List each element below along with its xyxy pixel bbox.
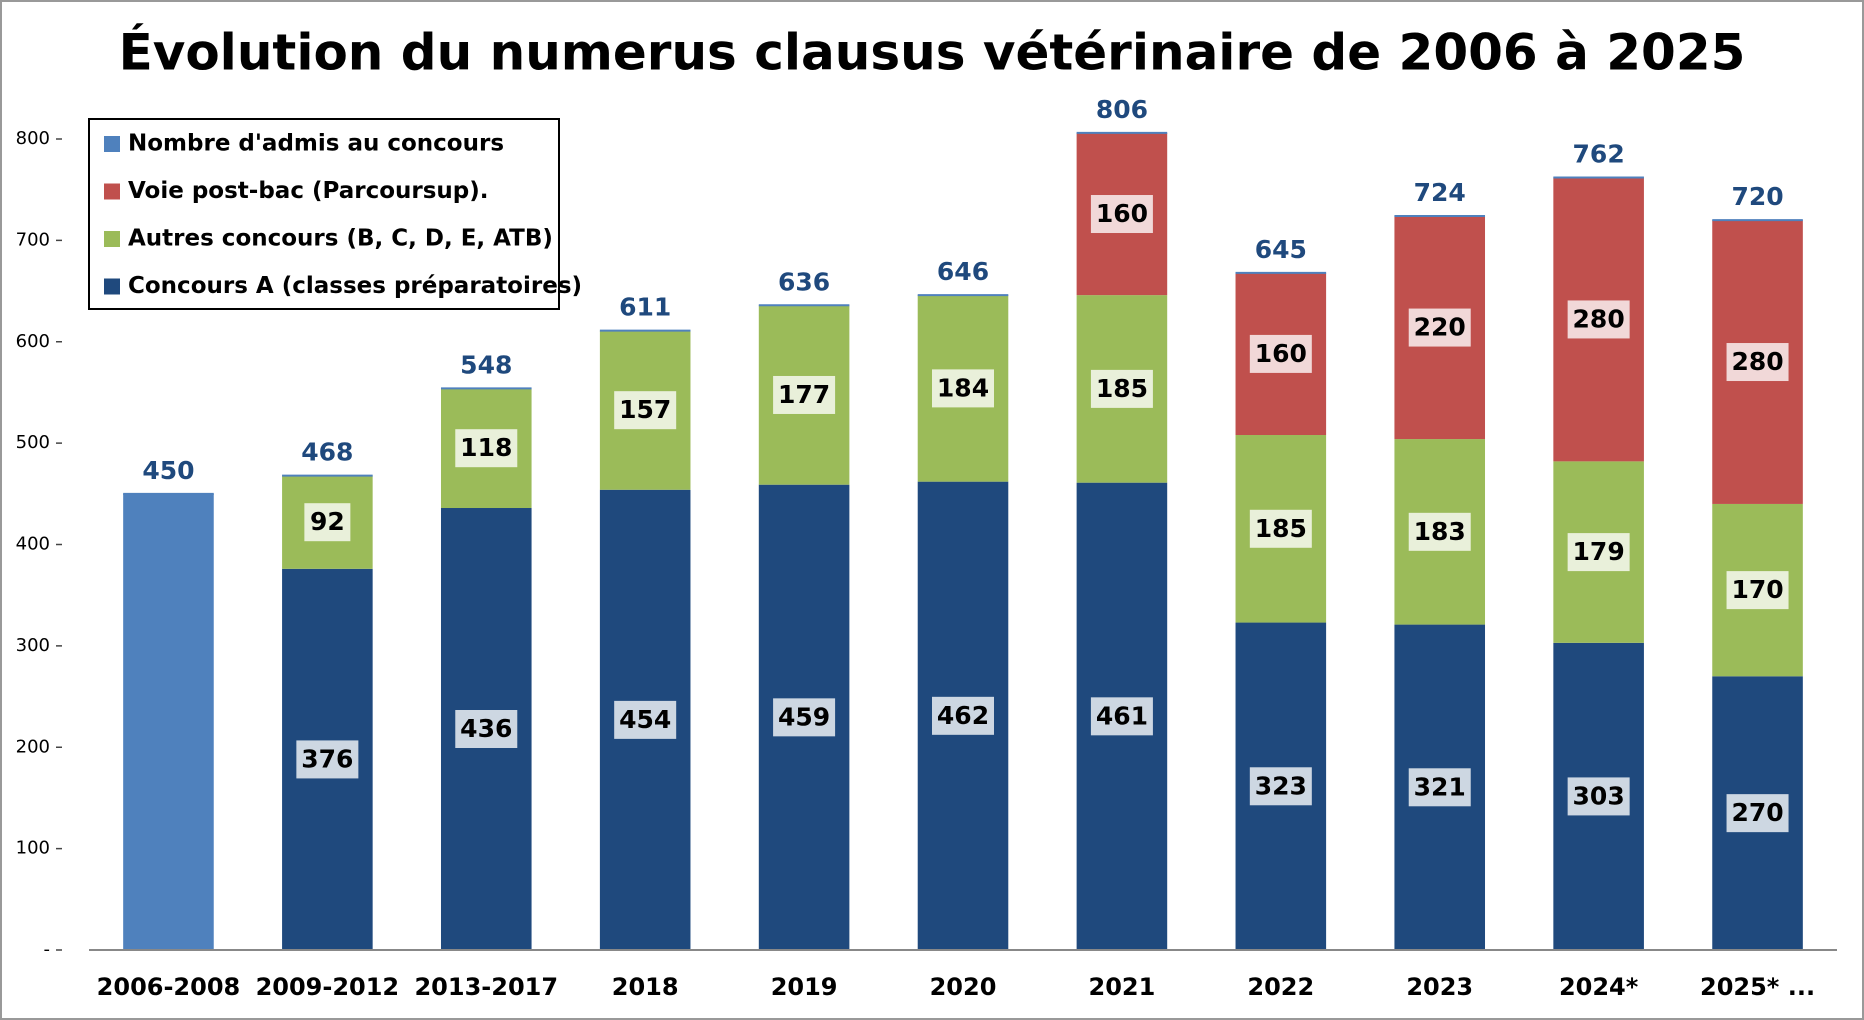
data-label: 170 [1731,575,1783,604]
data-label: 183 [1414,517,1466,546]
x-tick-label: 2022 [1247,973,1314,1001]
bar-segment [123,493,214,950]
y-tick-label: - [44,939,51,960]
y-tick-label: 100 [16,838,50,859]
data-label-box [1408,768,1471,807]
x-tick-label: 2019 [771,973,838,1001]
data-label: 461 [1096,701,1148,730]
legend-label: Voie post-bac (Parcoursup). [128,178,489,204]
data-label-box [932,369,994,408]
data-label: 118 [460,433,512,462]
y-tick-label: 700 [16,229,50,250]
data-label-box [1249,509,1312,548]
data-label: 459 [778,702,830,731]
data-label-box [614,700,677,739]
total-label: 762 [1573,140,1625,169]
total-label: 720 [1731,182,1783,211]
x-tick-label: 2024* [1559,973,1639,1001]
total-label: 724 [1414,178,1466,207]
data-label: 462 [937,701,989,730]
data-label: 220 [1414,313,1466,342]
x-tick-label: 2025* ... [1700,973,1815,1001]
chart-title: Évolution du numerus clausus vétérinaire… [119,23,1746,82]
legend-swatch [104,183,120,200]
data-label: 270 [1731,798,1783,827]
legend-label: Nombre d'admis au concours [128,131,504,157]
data-label-box [1726,571,1789,610]
data-label: 160 [1255,339,1307,368]
data-label-box [1567,533,1630,572]
data-label-box [1567,300,1630,339]
legend-label: Concours A (classes préparatoires) [128,273,582,299]
y-tick-label: 200 [16,736,50,757]
total-label: 646 [937,257,989,286]
data-label: 177 [778,380,830,409]
data-label: 92 [310,507,345,536]
data-label-box [1567,777,1630,816]
legend-swatch [104,278,120,295]
data-label: 184 [937,373,989,402]
y-tick-label: 300 [16,635,50,656]
data-label-box [296,740,359,779]
legend-swatch [104,136,120,152]
x-tick-label: 2021 [1089,973,1156,1001]
total-label: 645 [1255,235,1307,264]
data-label-box [773,375,836,414]
data-label-box [455,710,518,749]
x-tick-label: 2006-2008 [97,973,241,1001]
data-label-box [1408,512,1471,551]
y-tick-label: 500 [16,432,50,453]
data-label: 454 [619,705,671,734]
y-tick-label: 800 [16,128,50,149]
x-tick-label: 2009-2012 [256,973,400,1001]
data-label: 185 [1255,514,1307,543]
data-label: 321 [1414,772,1466,801]
x-tick-label: 2023 [1406,973,1473,1001]
data-label-box [1090,369,1153,408]
total-label: 548 [460,350,512,379]
legend-box [88,118,560,310]
data-label-box [614,391,677,430]
data-label-box [1090,697,1153,736]
legend-swatch [104,231,120,247]
y-tick-label: 600 [16,331,50,352]
data-label-box [1726,794,1789,833]
data-label: 160 [1096,199,1148,228]
data-label: 436 [460,714,512,743]
data-label: 376 [301,744,353,773]
y-tick-label: 400 [16,534,50,555]
data-label: 280 [1573,304,1625,333]
x-tick-label: 2013-2017 [414,973,558,1001]
data-label: 303 [1573,781,1625,810]
data-label: 185 [1096,374,1148,403]
x-tick-label: 2020 [930,973,997,1001]
data-label: 323 [1255,771,1307,800]
data-label-box [1249,334,1312,373]
data-label-box [1408,308,1471,347]
total-label: 636 [778,267,830,296]
x-tick-label: 2018 [612,973,679,1001]
data-label: 280 [1731,347,1783,376]
data-label-box [455,429,518,468]
data-label-box [932,696,994,735]
total-label: 611 [619,293,671,322]
data-label-box [773,698,836,737]
total-label: 468 [301,438,353,467]
data-label-box [304,503,351,542]
legend-label: Autres concours (B, C, D, E, ATB) [128,226,553,252]
total-label: 450 [142,456,194,485]
data-label-box [1726,343,1789,382]
data-label: 157 [619,395,671,424]
data-label-box [1249,767,1312,806]
data-label: 179 [1573,537,1625,566]
data-label-box [1090,195,1153,234]
total-label: 806 [1096,95,1148,124]
